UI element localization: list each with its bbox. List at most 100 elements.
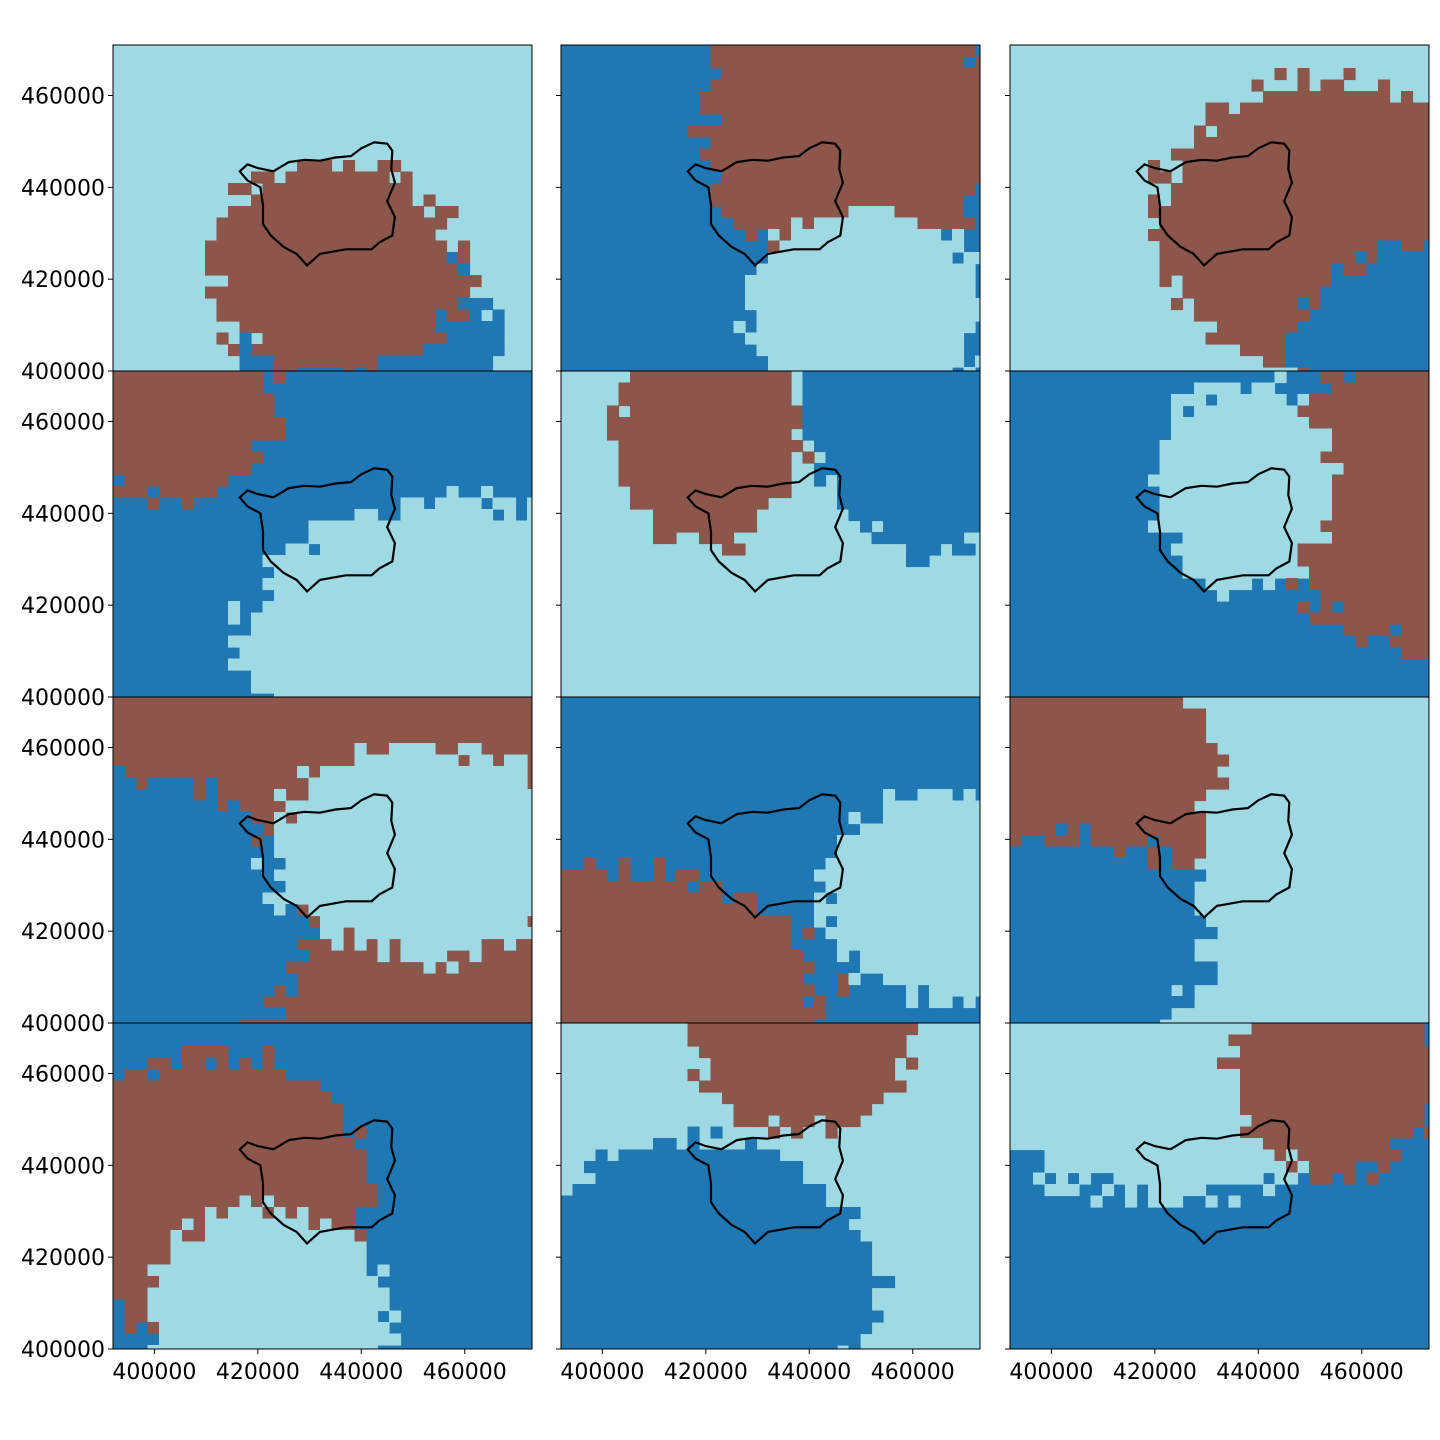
raster-cell [481, 321, 494, 334]
raster-cell [113, 1007, 126, 1020]
raster-cell [446, 589, 459, 602]
raster-cell [170, 1184, 183, 1197]
raster-cell [262, 405, 275, 418]
raster-cell [354, 846, 367, 859]
raster-cell [262, 355, 275, 368]
raster-cell [917, 973, 930, 986]
class-raster [1010, 45, 1429, 371]
raster-cell [699, 915, 712, 928]
raster-cell [262, 1149, 275, 1162]
raster-cell [894, 240, 907, 253]
raster-cell [1424, 240, 1429, 253]
raster-cell [492, 904, 505, 917]
raster-cell [1056, 984, 1069, 997]
raster-cell [871, 927, 884, 940]
raster-cell [1217, 566, 1230, 579]
raster-cell [917, 91, 930, 104]
raster-cell [940, 927, 953, 940]
raster-cell [676, 915, 689, 928]
raster-cell [239, 240, 252, 253]
raster-cell [1424, 405, 1429, 418]
raster-cell [653, 440, 666, 453]
raster-cell [354, 578, 367, 591]
raster-cell [699, 148, 712, 161]
raster-cell [1033, 731, 1046, 744]
raster-cell [159, 463, 172, 476]
raster-cell [124, 1149, 137, 1162]
raster-cell [618, 938, 631, 951]
raster-cell [618, 996, 631, 1009]
raster-cell [825, 252, 838, 265]
raster-cell [768, 394, 781, 407]
raster-cell [1297, 240, 1310, 253]
raster-cell [469, 812, 482, 825]
raster-cell [733, 463, 746, 476]
raster-cell [354, 344, 367, 357]
raster-cell [469, 915, 482, 928]
raster-cell [492, 332, 505, 345]
raster-cell [1274, 206, 1287, 219]
raster-cell [1159, 474, 1172, 487]
raster-cell [952, 486, 965, 499]
raster-cell [618, 961, 631, 974]
raster-cell [664, 927, 677, 940]
raster-cell [469, 658, 482, 671]
raster-cell [423, 229, 436, 242]
raster-cell [676, 405, 689, 418]
raster-cell [975, 800, 980, 813]
raster-cell [1263, 532, 1276, 545]
raster-cell [343, 275, 356, 288]
raster-cell [1021, 754, 1034, 767]
raster-cell [136, 405, 149, 418]
raster-cell [354, 1161, 367, 1174]
raster-cell [527, 520, 532, 533]
raster-cell [1332, 79, 1345, 92]
raster-cell [584, 961, 597, 974]
raster-cell [963, 858, 976, 871]
raster-cell [1263, 555, 1276, 568]
raster-cell [653, 463, 666, 476]
raster-cell [1389, 125, 1402, 138]
raster-cell [170, 1161, 183, 1174]
raster-cell [906, 915, 919, 928]
raster-cell [400, 681, 413, 694]
raster-cell [389, 520, 402, 533]
raster-cell [1159, 206, 1172, 219]
raster-cell [239, 309, 252, 322]
raster-cell [1194, 915, 1207, 928]
raster-cell [147, 812, 160, 825]
raster-cell [297, 229, 310, 242]
raster-cell [917, 79, 930, 92]
raster-cell [1332, 532, 1345, 545]
raster-cell [412, 869, 425, 882]
raster-cell [113, 846, 126, 859]
raster-cell [262, 915, 275, 928]
raster-cell [1056, 743, 1069, 756]
raster-cell [262, 286, 275, 299]
raster-cell [975, 474, 980, 487]
raster-cell [1194, 217, 1207, 230]
raster-cell [216, 915, 229, 928]
y-tick-label: 400000 [21, 1012, 105, 1037]
raster-cell [170, 371, 183, 384]
raster-cell [228, 1115, 241, 1128]
raster-cell [446, 367, 459, 371]
raster-cell [664, 1007, 677, 1020]
raster-cell [1366, 555, 1379, 568]
raster-cell [1148, 720, 1161, 733]
raster-cell [412, 309, 425, 322]
raster-cell [618, 1019, 631, 1023]
raster-cell [216, 286, 229, 299]
raster-cell [779, 984, 792, 997]
raster-cell [883, 440, 896, 453]
raster-cell [768, 961, 781, 974]
raster-cell [1412, 474, 1425, 487]
raster-cell [710, 56, 723, 69]
raster-cell [1424, 635, 1429, 648]
raster-cell [251, 171, 264, 184]
raster-cell [308, 355, 321, 368]
raster-cell [745, 332, 758, 345]
raster-cell [193, 382, 206, 395]
raster-cell [917, 56, 930, 69]
raster-cell [871, 497, 884, 510]
